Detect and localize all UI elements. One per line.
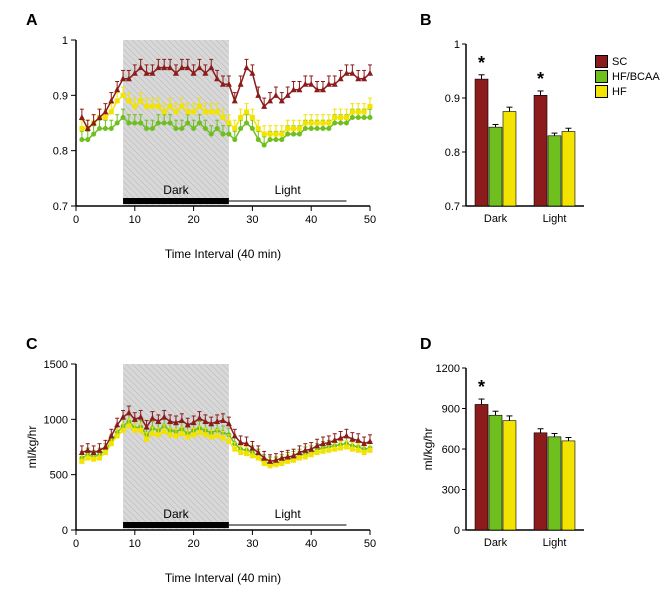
svg-text:0.8: 0.8 xyxy=(53,146,68,158)
chart-b: 0.7 0.8 0.9 1 Dark * Light * xyxy=(420,30,590,240)
svg-text:ml/kg/hr: ml/kg/hr xyxy=(421,428,435,471)
svg-text:1: 1 xyxy=(454,39,460,51)
svg-text:20: 20 xyxy=(187,214,199,226)
svg-text:Dark: Dark xyxy=(484,213,508,225)
svg-text:30: 30 xyxy=(246,214,258,226)
legend-label-sc: SC xyxy=(612,56,627,68)
svg-text:*: * xyxy=(478,377,485,397)
svg-text:0.9: 0.9 xyxy=(445,93,460,105)
legend-label-hfbcaa: HF/BCAA xyxy=(612,71,660,83)
svg-text:1000: 1000 xyxy=(44,414,68,426)
svg-text:Dark: Dark xyxy=(163,183,189,197)
panel-a-label: A xyxy=(26,12,38,30)
svg-text:Dark: Dark xyxy=(484,537,508,549)
svg-text:0.7: 0.7 xyxy=(53,201,68,213)
svg-text:0: 0 xyxy=(62,525,68,537)
svg-text:20: 20 xyxy=(187,538,199,550)
svg-text:*: * xyxy=(478,53,485,73)
panel-b-label: B xyxy=(420,12,432,30)
legend-item-hfbcaa: HF/BCAA xyxy=(595,70,660,83)
svg-text:1500: 1500 xyxy=(44,359,68,371)
svg-text:0.9: 0.9 xyxy=(53,90,68,102)
panel-c-label: C xyxy=(26,336,38,354)
svg-text:1200: 1200 xyxy=(436,363,460,375)
svg-text:50: 50 xyxy=(364,538,376,550)
svg-text:ml/kg/hr: ml/kg/hr xyxy=(25,426,39,469)
svg-text:0: 0 xyxy=(73,538,79,550)
svg-text:Light: Light xyxy=(543,537,567,549)
svg-text:10: 10 xyxy=(129,214,141,226)
legend-item-hf: HF xyxy=(595,85,660,98)
svg-text:*: * xyxy=(537,69,544,89)
svg-text:Light: Light xyxy=(543,213,567,225)
svg-text:Dark: Dark xyxy=(163,507,189,521)
svg-text:600: 600 xyxy=(442,444,460,456)
legend: SC HF/BCAA HF xyxy=(595,55,660,100)
svg-text:Light: Light xyxy=(275,183,302,197)
legend-swatch-hfbcaa xyxy=(595,70,608,83)
svg-text:Time Interval (40 min): Time Interval (40 min) xyxy=(165,571,281,585)
panel-d-label: D xyxy=(420,336,432,354)
svg-text:0.7: 0.7 xyxy=(445,201,460,213)
svg-text:10: 10 xyxy=(129,538,141,550)
legend-swatch-hf xyxy=(595,85,608,98)
svg-text:900: 900 xyxy=(442,404,460,416)
svg-text:Time Interval (40 min): Time Interval (40 min) xyxy=(165,247,281,261)
legend-label-hf: HF xyxy=(612,86,627,98)
chart-c: 0 500 1000 1500 0 10 20 30 40 50 Time Interval (40… xyxy=(20,354,380,594)
svg-text:40: 40 xyxy=(305,538,317,550)
svg-text:1: 1 xyxy=(62,35,68,47)
legend-swatch-sc xyxy=(595,55,608,68)
svg-text:0: 0 xyxy=(454,525,460,537)
svg-text:0.8: 0.8 xyxy=(445,147,460,159)
svg-text:50: 50 xyxy=(364,214,376,226)
svg-text:0: 0 xyxy=(73,214,79,226)
chart-d: 0 300 600 900 1200 ml/kg/hr Dark * Light xyxy=(420,354,590,564)
legend-item-sc: SC xyxy=(595,55,660,68)
svg-text:500: 500 xyxy=(50,470,68,482)
chart-a: 0.70.80.9101020304050Time Interval (40 m… xyxy=(20,30,380,270)
svg-text:40: 40 xyxy=(305,214,317,226)
svg-text:300: 300 xyxy=(442,485,460,497)
svg-text:Light: Light xyxy=(275,507,302,521)
svg-text:30: 30 xyxy=(246,538,258,550)
